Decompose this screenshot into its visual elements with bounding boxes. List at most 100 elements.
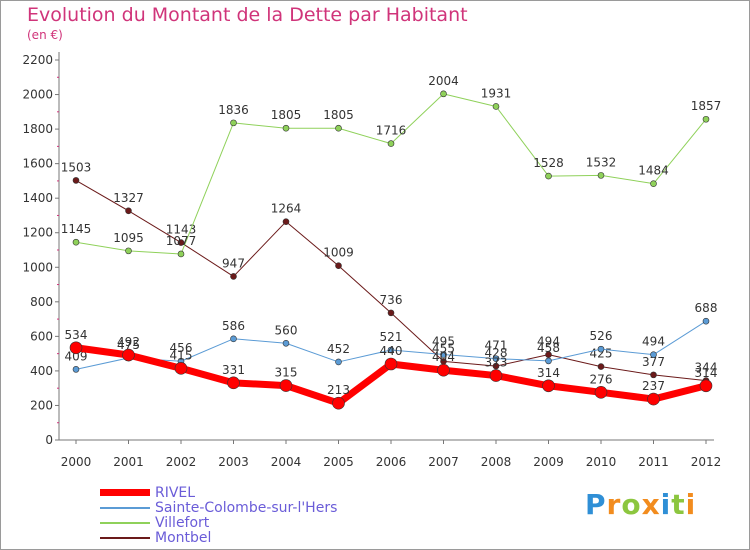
data-label-villefort: 1532 — [586, 155, 617, 169]
data-label-sainte-colombe-sur-l-hers: 586 — [222, 319, 245, 333]
x-tick-label: 2009 — [533, 455, 564, 469]
data-label-rivel: 314 — [537, 366, 560, 380]
data-point-sainte-colombe-sur-l-hers — [230, 335, 237, 343]
data-point-sainte-colombe-sur-l-hers — [545, 357, 552, 365]
data-point-villefort — [545, 172, 552, 180]
data-label-rivel: 415 — [170, 348, 193, 362]
data-label-montbel: 1264 — [271, 202, 302, 216]
y-tick-label: 2000 — [22, 88, 53, 102]
data-label-montbel: 455 — [432, 341, 455, 355]
data-label-sainte-colombe-sur-l-hers: 688 — [695, 301, 718, 315]
y-tick-label: 600 — [30, 329, 53, 343]
data-point-sainte-colombe-sur-l-hers — [492, 355, 500, 362]
data-label-sainte-colombe-sur-l-hers: 456 — [170, 341, 193, 355]
data-point-rivel — [437, 363, 450, 377]
brand-logo: Proxiti — [585, 488, 696, 521]
brand-letter: i — [660, 488, 672, 521]
brand-letter: P — [585, 488, 607, 521]
data-point-villefort — [702, 115, 710, 123]
data-label-montbel: 736 — [380, 293, 403, 307]
y-tick-label: 1800 — [22, 122, 53, 136]
data-label-sainte-colombe-sur-l-hers: 495 — [432, 335, 455, 349]
x-tick-label: 2001 — [113, 455, 144, 469]
data-label-villefort: 1528 — [533, 156, 564, 170]
x-tick-label: 2011 — [638, 455, 669, 469]
data-point-montbel — [282, 218, 290, 225]
data-label-sainte-colombe-sur-l-hers: 471 — [485, 339, 508, 353]
data-label-montbel: 344 — [695, 361, 718, 375]
data-label-montbel: 947 — [222, 256, 245, 270]
y-tick-label: 1200 — [22, 226, 53, 240]
data-label-sainte-colombe-sur-l-hers: 409 — [65, 349, 88, 363]
data-label-villefort: 1931 — [481, 86, 512, 100]
data-point-sainte-colombe-sur-l-hers — [597, 345, 605, 353]
data-point-montbel — [387, 309, 395, 317]
data-point-montbel — [125, 207, 132, 215]
data-point-villefort — [335, 124, 342, 132]
chart-title: Evolution du Montant de la Dette par Hab… — [27, 4, 468, 26]
y-tick-label: 1600 — [22, 157, 53, 171]
legend-swatch — [100, 506, 150, 509]
data-point-villefort — [230, 119, 237, 127]
data-label-sainte-colombe-sur-l-hers: 521 — [380, 330, 403, 344]
data-label-villefort: 1805 — [323, 108, 354, 122]
legend-swatch — [100, 521, 150, 524]
data-point-montbel — [492, 362, 500, 370]
data-point-villefort — [177, 250, 185, 258]
data-label-montbel: 428 — [485, 346, 508, 360]
data-point-sainte-colombe-sur-l-hers — [72, 366, 80, 373]
data-point-villefort — [492, 103, 500, 110]
legend-label: Sainte-Colombe-sur-l'Hers — [155, 499, 338, 516]
data-point-montbel — [230, 273, 237, 280]
legend-swatch — [100, 489, 150, 496]
brand-letter: i — [685, 488, 697, 521]
data-label-rivel: 440 — [380, 344, 403, 358]
brand-letter: x — [641, 488, 661, 521]
y-tick-label: 2200 — [22, 53, 53, 67]
data-point-montbel — [597, 363, 605, 370]
data-label-sainte-colombe-sur-l-hers: 475 — [117, 338, 140, 352]
data-label-villefort: 1484 — [638, 164, 669, 178]
data-label-sainte-colombe-sur-l-hers: 560 — [275, 323, 298, 337]
data-label-rivel: 237 — [642, 379, 665, 393]
x-tick-label: 2008 — [481, 455, 512, 469]
data-label-rivel: 373 — [485, 356, 508, 370]
data-point-sainte-colombe-sur-l-hers — [650, 351, 657, 358]
data-point-villefort — [125, 247, 132, 255]
data-point-rivel — [647, 392, 660, 406]
x-tick-label: 2002 — [166, 455, 197, 469]
data-point-rivel — [279, 379, 293, 392]
y-tick-label: 200 — [30, 398, 53, 412]
data-point-sainte-colombe-sur-l-hers — [282, 339, 290, 347]
data-point-rivel — [542, 379, 555, 393]
data-point-villefort — [440, 90, 447, 98]
legend-label: RIVEL — [155, 484, 196, 501]
data-label-villefort: 1836 — [218, 103, 249, 117]
data-label-rivel: 276 — [590, 372, 613, 386]
data-point-villefort — [597, 172, 605, 179]
data-point-rivel — [332, 396, 345, 410]
y-tick-label: 1000 — [22, 260, 53, 274]
data-label-villefort: 1805 — [271, 108, 302, 122]
data-point-montbel — [650, 371, 657, 379]
legend: RIVEL Sainte-Colombe-sur-l'Hers Villefort M… — [100, 484, 338, 546]
data-point-sainte-colombe-sur-l-hers — [440, 351, 447, 358]
x-tick-label: 2012 — [691, 455, 722, 469]
data-label-montbel: 1327 — [113, 191, 144, 205]
data-label-montbel: 1143 — [166, 223, 197, 237]
data-point-villefort — [282, 124, 290, 132]
data-label-montbel: 377 — [642, 355, 665, 369]
data-label-rivel: 404 — [432, 350, 455, 364]
data-label-villefort: 1145 — [61, 222, 92, 236]
legend-label: Montbel — [155, 529, 212, 546]
data-label-sainte-colombe-sur-l-hers: 452 — [327, 342, 350, 356]
data-label-rivel: 315 — [275, 366, 298, 380]
data-point-villefort — [72, 238, 80, 246]
data-point-villefort — [387, 140, 395, 147]
data-point-rivel — [699, 379, 713, 393]
x-tick-label: 2004 — [271, 455, 302, 469]
legend-item: RIVEL — [100, 484, 337, 501]
data-point-montbel — [177, 239, 185, 246]
